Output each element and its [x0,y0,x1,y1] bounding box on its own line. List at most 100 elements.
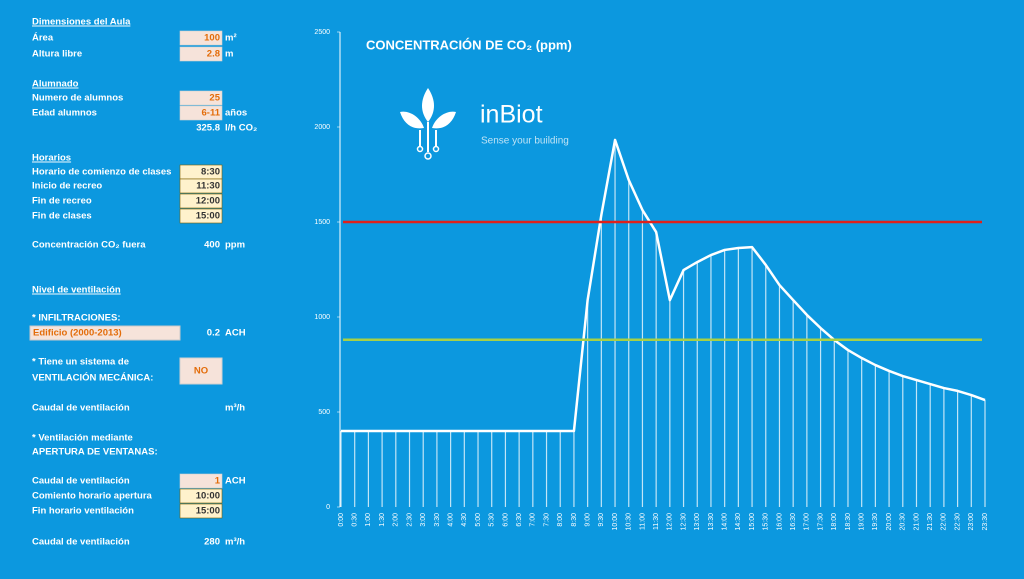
logo-icon [400,88,456,160]
input-value[interactable]: 8:30 [201,167,220,178]
input-value[interactable]: 100 [204,33,220,44]
x-tick-label: 7:30 [543,513,550,527]
dropdown[interactable] [29,325,181,341]
unit: m² [225,33,237,44]
unit: l/h CO₂ [225,123,257,134]
input-value[interactable]: 15:00 [196,506,220,517]
x-tick-label: 20:30 [900,513,907,531]
input-value[interactable]: 1 [215,476,221,487]
x-tick-label: 11:00 [639,513,646,530]
field-label: Horario de comienzo de clases [32,167,171,178]
x-tick-label: 11:30 [653,513,660,530]
field-label: Caudal de ventilación [32,476,130,487]
x-tick-label: 17:00 [804,513,811,531]
field-label: Área [32,33,54,44]
logo-tagline: Sense your building [481,136,569,147]
dropdown-value[interactable]: Edificio (2000-2013) [33,328,122,339]
computed-value: 325.8 [196,123,220,134]
field-label: Edad alumnos [32,108,97,119]
x-tick-label: 3:00 [420,513,427,527]
y-tick-label: 2500 [314,29,330,36]
field-label: * Tiene un sistema de [32,357,129,368]
unit: ACH [225,328,246,339]
field-label: Fin horario ventilación [32,506,134,517]
input-box[interactable] [179,30,223,46]
unit: años [225,108,247,119]
x-tick-label: 16:30 [790,513,797,531]
section-heading: Dimensiones del Aula [32,17,131,28]
x-tick-label: 10:30 [626,513,633,531]
x-tick-label: 1:00 [365,513,372,527]
unit: m³/h [225,403,245,414]
computed-value: 400 [204,240,220,251]
x-tick-label: 6:00 [502,513,509,527]
x-tick-label: 9:00 [584,513,591,527]
input-value[interactable]: 6-11 [202,108,221,119]
field-label: Numero de alumnos [32,93,123,104]
input-box[interactable] [179,473,223,489]
field-label: Concentración CO₂ fuera [32,240,146,251]
x-tick-label: 3:30 [434,513,441,527]
section-heading: Alumnado [32,79,79,90]
x-tick-label: 5:30 [489,513,496,527]
x-tick-label: 13:00 [694,513,701,531]
x-tick-label: 17:30 [817,513,824,531]
section-heading: Horarios [32,153,71,164]
x-tick-label: 8:00 [557,513,564,527]
field-label: Inicio de recreo [32,181,102,192]
input-box[interactable] [179,105,223,121]
input-value[interactable]: 15:00 [196,211,220,222]
x-tick-label: 15:30 [763,513,770,531]
input-value[interactable]: 12:00 [196,196,220,207]
x-tick-label: 9:30 [598,513,605,527]
x-tick-label: 22:00 [941,513,948,531]
x-tick-label: 21:00 [913,513,920,531]
field-label: Caudal de ventilación [32,403,130,414]
x-tick-label: 12:30 [680,513,687,531]
input-box[interactable] [179,178,223,194]
input-box[interactable] [179,46,223,62]
co2-line [341,138,986,433]
x-tick-label: 19:00 [859,513,866,531]
x-tick-label: 12:00 [667,513,674,531]
logo-name: inBiot [480,101,543,129]
x-tick-label: 1:30 [379,513,386,527]
field-label: VENTILACIÓN MECÁNICA: [32,372,153,384]
y-tick-label: 500 [318,409,330,416]
x-tick-label: 19:30 [872,513,879,531]
x-tick-label: 18:30 [845,513,852,531]
y-tick-label: 1500 [314,219,330,226]
unit: ppm [225,240,245,251]
unit: m [225,49,233,60]
field-label: Caudal de ventilación [32,537,130,548]
x-tick-label: 0:30 [352,513,359,527]
x-tick-label: 20:00 [886,513,893,531]
input-value[interactable]: 25 [209,93,220,104]
section-heading: Nivel de ventilación [32,285,121,296]
input-box[interactable] [179,208,223,224]
x-tick-label: 14:30 [735,513,742,531]
x-tick-label: 2:00 [393,513,400,527]
field-label: Comiento horario apertura [32,491,153,502]
toggle-box[interactable] [179,357,223,385]
x-tick-label: 2:30 [406,513,413,527]
x-tick-label: 0:00 [338,513,345,527]
field-label: Fin de clases [32,211,92,222]
y-tick-label: 1000 [314,314,330,321]
toggle-value[interactable]: NO [194,366,208,377]
input-box[interactable] [179,488,223,504]
x-tick-label: 10:00 [612,513,619,531]
input-box[interactable] [179,90,223,106]
input-box[interactable] [179,193,223,209]
computed-value: 0.2 [207,328,220,339]
chart-title: CONCENTRACIÓN DE CO₂ (ppm) [366,37,572,52]
input-value[interactable]: 11:30 [196,181,220,192]
x-tick-label: 13:30 [708,513,715,531]
y-tick-label: 0 [326,504,330,511]
input-value[interactable]: 2.8 [207,49,220,60]
computed-value: 280 [204,537,220,548]
input-value[interactable]: 10:00 [196,491,220,502]
input-box[interactable] [179,503,223,519]
